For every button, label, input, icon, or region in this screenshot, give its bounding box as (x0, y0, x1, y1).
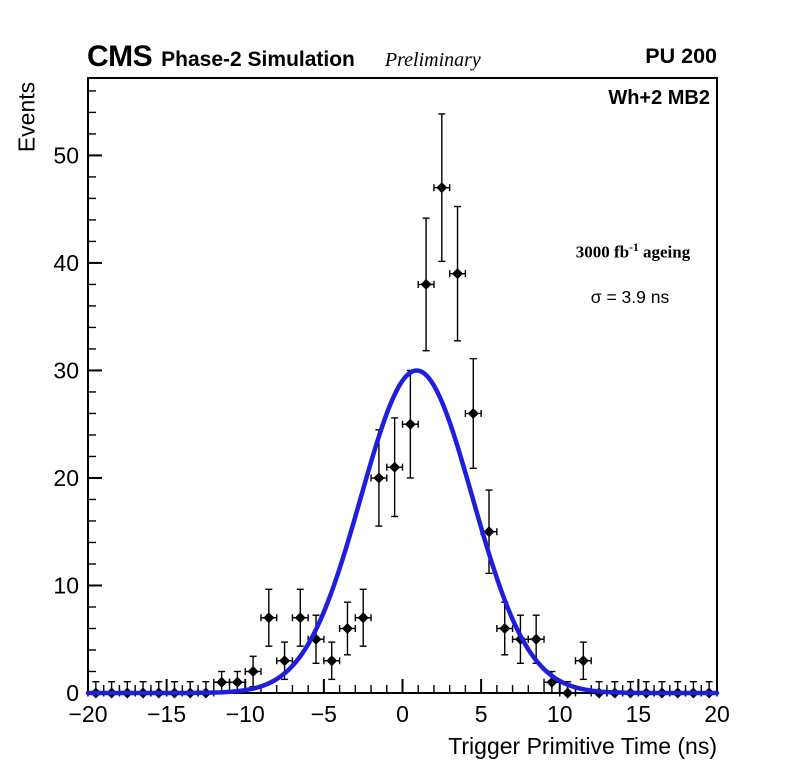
data-point-marker (452, 268, 464, 280)
data-point-marker (231, 676, 243, 688)
data-point-marker (499, 622, 511, 634)
y-tick-label: 30 (53, 357, 79, 383)
x-tick-label: 0 (396, 701, 409, 727)
axis-frame (87, 77, 718, 694)
data-point-marker (436, 182, 448, 194)
data-point-marker (389, 461, 401, 473)
y-tick-label: 0 (66, 680, 79, 706)
x-axis-title: Trigger Primitive Time (ns) (448, 733, 717, 759)
plot-header: CMS Phase-2 Simulation Preliminary (87, 40, 481, 74)
y-tick-label: 50 (53, 142, 79, 168)
x-tick-label: −20 (68, 701, 107, 727)
x-tick-label: 10 (547, 701, 573, 727)
data-point-marker (263, 612, 275, 624)
data-point-marker (562, 687, 574, 699)
data-point-marker (577, 655, 589, 667)
data-point-marker (326, 655, 338, 667)
data-point-marker (357, 612, 369, 624)
data-point-marker (247, 665, 259, 677)
data-point-marker (294, 612, 306, 624)
fit-curve (85, 368, 720, 696)
luminosity-annotation: 3000 fb-1 ageing (576, 242, 690, 263)
x-tick-label: 5 (475, 701, 488, 727)
data-point-marker (216, 676, 228, 688)
simulation-label: Phase-2 Simulation (161, 48, 355, 71)
y-tick-label: 10 (53, 572, 79, 598)
data-point-marker (404, 418, 416, 430)
lumi-superscript: -1 (629, 242, 639, 254)
pileup-label: PU 200 (645, 44, 717, 68)
lumi-suffix: ageing (638, 242, 691, 262)
x-tick-label: −10 (226, 701, 265, 727)
experiment-label: CMS (87, 40, 153, 73)
preliminary-label: Preliminary (384, 49, 481, 71)
x-tick-label: 15 (626, 701, 652, 727)
data-point-marker (467, 407, 479, 419)
data-point-marker (530, 633, 542, 645)
data-point-marker (279, 655, 291, 667)
x-tick-label: −5 (311, 701, 337, 727)
data-point-marker (483, 526, 495, 538)
x-tick-label: 20 (704, 701, 730, 727)
chamber-label: Wh+2 MB2 (608, 87, 710, 109)
data-point-marker (373, 472, 385, 484)
y-tick-label: 20 (53, 465, 79, 491)
data-point-marker (341, 622, 353, 634)
sigma-annotation: σ = 3.9 ns (590, 287, 670, 307)
lumi-prefix: 3000 fb (575, 242, 630, 262)
x-tick-label: −15 (147, 701, 186, 727)
y-tick-label: 40 (53, 250, 79, 276)
y-axis-title: Events (13, 81, 40, 153)
data-point-marker (420, 278, 432, 290)
